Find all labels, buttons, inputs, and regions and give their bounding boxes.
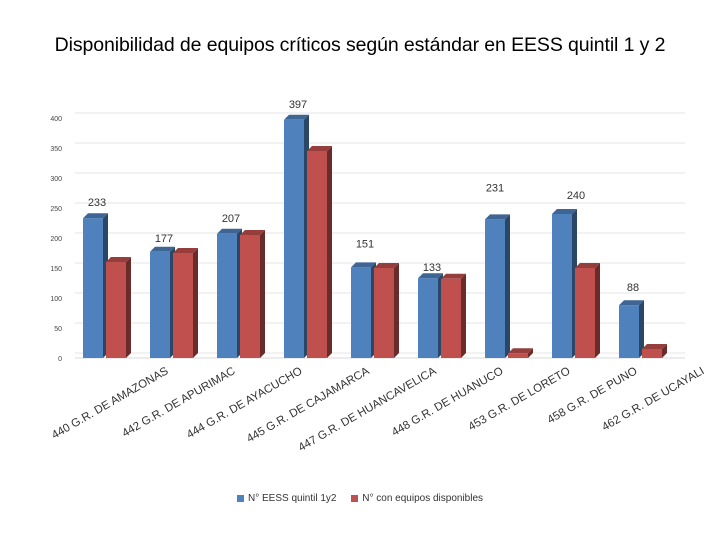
legend: N° EESS quintil 1y2 N° con equipos dispo… (0, 493, 720, 504)
y-tick-label: 200 (50, 236, 62, 243)
bar-eess-6 (485, 214, 510, 358)
y-tick-label: 350 (50, 146, 62, 153)
bar-eess-8 (619, 300, 644, 358)
data-label-8: 88 (627, 282, 639, 294)
legend-item-eess: N° EESS quintil 1y2 (236, 493, 337, 504)
bar-eess-2 (217, 228, 242, 358)
chart-title: Disponibilidad de equipos críticos según… (54, 34, 666, 56)
bar-eess-4 (351, 262, 376, 358)
bar-disponibles-8 (642, 344, 667, 358)
data-label-6: 231 (486, 182, 504, 194)
y-axis: 0 50 100 150 200 250 300 350 400 (50, 116, 62, 363)
category-label-4: 447 G.R. DE HUANCAVELICA (297, 365, 439, 454)
bar-disponibles-5 (441, 273, 466, 358)
bars (83, 114, 667, 358)
data-label-3: 397 (289, 99, 307, 111)
bar-disponibles-7 (575, 263, 600, 358)
legend-item-disponibles: N° con equipos disponibles (351, 493, 483, 504)
data-label-0: 233 (88, 197, 106, 209)
bar-disponibles-0 (106, 257, 131, 358)
bar-eess-1 (150, 246, 175, 358)
data-label-4: 151 (356, 238, 374, 250)
bar-eess-7 (552, 209, 577, 358)
y-tick-label: 100 (50, 296, 62, 303)
legend-swatch-eess (236, 494, 244, 502)
y-tick-label: 250 (50, 206, 62, 213)
data-labels: 233 177 207 397 151 133 231 240 88 (88, 99, 639, 294)
category-label-0: 440 G.R. DE AMAZONAS (50, 365, 171, 442)
category-label-5: 448 G.R. DE HUANUCO (390, 365, 506, 439)
bar-disponibles-2 (240, 230, 265, 358)
y-tick-label: 150 (50, 266, 62, 273)
y-tick-label: 400 (50, 116, 62, 123)
data-label-2: 207 (222, 213, 240, 225)
bar-disponibles-6 (508, 348, 533, 358)
legend-swatch-disponibles (351, 494, 359, 502)
bar-eess-0 (83, 213, 108, 358)
bar-eess-5 (418, 273, 443, 358)
category-label-3: 445 G.R. DE CAJAMARCA (245, 365, 372, 445)
bar-disponibles-4 (374, 263, 399, 358)
bar-disponibles-3 (307, 146, 332, 358)
data-label-1: 177 (155, 233, 173, 245)
y-tick-label: 0 (58, 356, 62, 363)
bar-eess-3 (284, 114, 309, 358)
legend-label-disponibles: N° con equipos disponibles (362, 493, 484, 504)
y-tick-label: 50 (54, 326, 62, 333)
data-label-7: 240 (567, 190, 585, 202)
y-tick-label: 300 (50, 176, 62, 183)
legend-label-eess: N° EESS quintil 1y2 (247, 493, 337, 504)
category-label-1: 442 G.R. DE APURIMAC (120, 365, 237, 440)
category-label-2: 444 G.R. DE AYACUCHO (185, 365, 305, 441)
bar-disponibles-1 (173, 248, 198, 358)
data-label-5: 133 (423, 262, 441, 274)
